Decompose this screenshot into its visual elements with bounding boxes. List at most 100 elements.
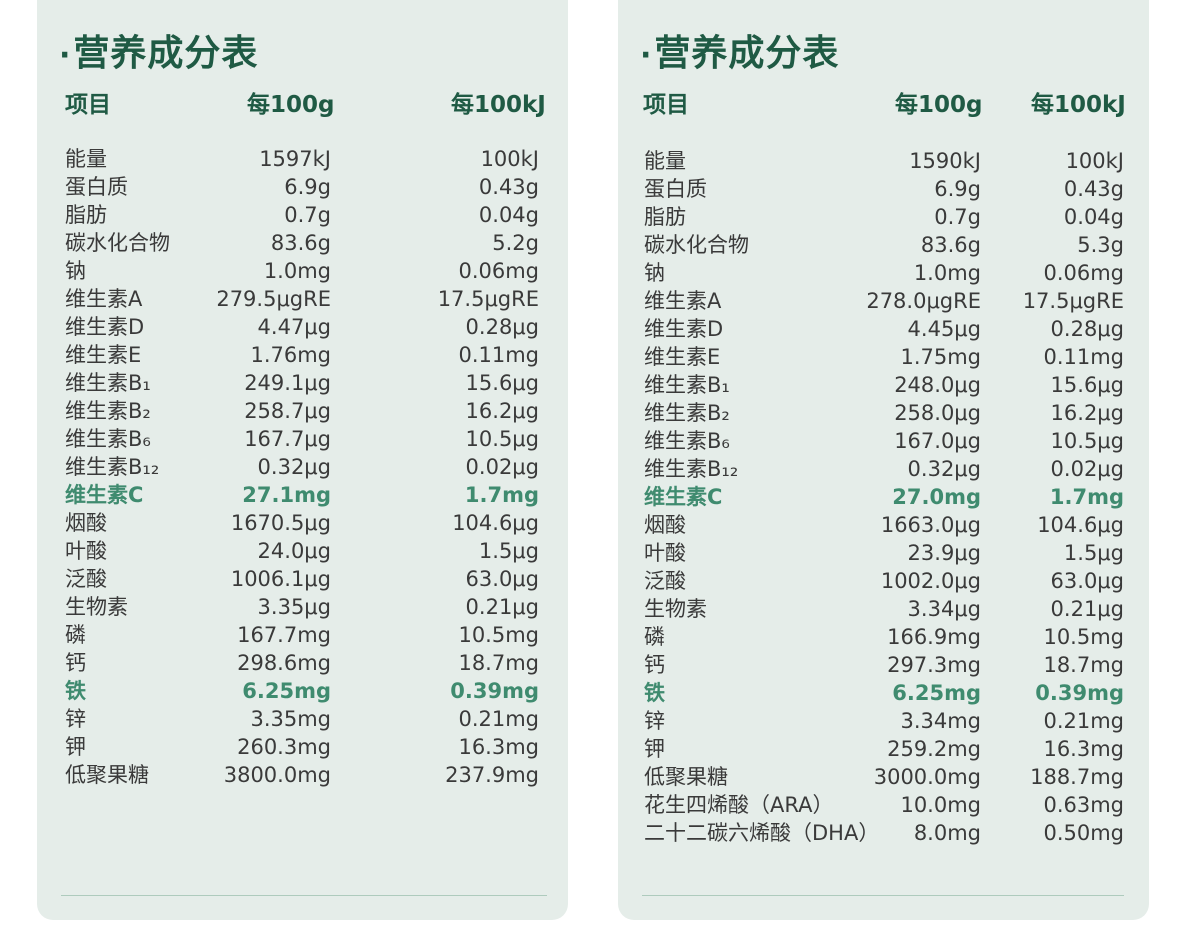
value-per-100kj: 104.6μg	[1037, 513, 1124, 537]
table-row: 维生素C 27.0mg 1.7mg	[618, 483, 1149, 511]
table-row: 维生素B₁ 248.0μg 15.6μg	[618, 371, 1149, 399]
value-per-100g: 6.9g	[934, 177, 981, 201]
table-row: 铁 6.25mg 0.39mg	[618, 679, 1149, 707]
table-row: 能量 1590kJ 100kJ	[618, 147, 1149, 175]
value-per-100kj: 0.11mg	[458, 343, 539, 367]
value-per-100kj: 0.43g	[1063, 177, 1124, 201]
table-row: 脂肪 0.7g 0.04g	[37, 201, 568, 229]
value-per-100kj: 16.2μg	[1050, 401, 1124, 425]
table-row: 烟酸 1663.0μg 104.6μg	[618, 511, 1149, 539]
value-per-100kj: 0.06mg	[458, 259, 539, 283]
value-per-100g: 249.1μg	[244, 371, 331, 395]
table-row: 磷 167.7mg 10.5mg	[37, 621, 568, 649]
nutrient-name: 钾	[644, 737, 665, 761]
value-per-100kj: 0.04g	[1063, 205, 1124, 229]
table-row: 泛酸 1002.0μg 63.0μg	[618, 567, 1149, 595]
nutrition-panel-right: ·营养成分表 项目 每100g 每100kJ 能量 1590kJ 100kJ 蛋白质 6…	[618, 0, 1149, 920]
nutrient-name: 能量	[65, 147, 107, 171]
nutrition-panel-left: ·营养成分表 项目 每100g 每100kJ 能量 1597kJ 100kJ 蛋白质 6…	[37, 0, 568, 920]
value-per-100g: 8.0mg	[913, 821, 981, 845]
value-per-100g: 24.0μg	[257, 539, 331, 563]
nutrient-name: 磷	[644, 625, 665, 649]
table-row: 低聚果糖 3800.0mg 237.9mg	[37, 761, 568, 789]
nutrient-name: 碳水化合物	[644, 233, 749, 257]
value-per-100g: 3.35mg	[250, 707, 331, 731]
table-row: 维生素A 278.0μgRE 17.5μgRE	[618, 287, 1149, 315]
table-row: 碳水化合物 83.6g 5.3g	[618, 231, 1149, 259]
value-per-100g: 3.34μg	[907, 597, 981, 621]
nutrient-name: 钠	[65, 259, 86, 283]
value-per-100kj: 10.5mg	[458, 623, 539, 647]
value-per-100g: 83.6g	[920, 233, 981, 257]
nutrient-name: 低聚果糖	[644, 765, 728, 789]
value-per-100kj: 16.3mg	[458, 735, 539, 759]
value-per-100g: 1597kJ	[259, 147, 331, 171]
table-row: 维生素B₆ 167.0μg 10.5μg	[618, 427, 1149, 455]
value-per-100kj: 1.7mg	[464, 483, 539, 507]
value-per-100g: 1006.1μg	[230, 567, 331, 591]
value-per-100kj: 0.50mg	[1043, 821, 1124, 845]
nutrition-rows: 能量 1590kJ 100kJ 蛋白质 6.9g 0.43g 脂肪 0.7g 0.04g 碳水化合…	[618, 147, 1149, 847]
header-per-100kj: 每100kJ	[1031, 92, 1126, 118]
nutrient-name: 铁	[65, 679, 86, 703]
panel-title: ·营养成分表	[59, 33, 259, 74]
value-per-100kj: 0.11mg	[1043, 345, 1124, 369]
table-row: 维生素A 279.5μgRE 17.5μgRE	[37, 285, 568, 313]
value-per-100g: 4.45μg	[907, 317, 981, 341]
nutrient-name: 烟酸	[65, 511, 107, 535]
value-per-100kj: 237.9mg	[445, 763, 539, 787]
value-per-100g: 297.3mg	[887, 653, 981, 677]
nutrient-name: 能量	[644, 149, 686, 173]
value-per-100g: 1663.0μg	[880, 513, 981, 537]
table-row: 生物素 3.34μg 0.21μg	[618, 595, 1149, 623]
nutrient-name: 维生素E	[65, 343, 142, 367]
value-per-100kj: 17.5μgRE	[437, 287, 539, 311]
table-row: 维生素B₆ 167.7μg 10.5μg	[37, 425, 568, 453]
value-per-100g: 23.9μg	[907, 541, 981, 565]
value-per-100kj: 63.0μg	[465, 567, 539, 591]
table-row: 碳水化合物 83.6g 5.2g	[37, 229, 568, 257]
table-row: 钙 298.6mg 18.7mg	[37, 649, 568, 677]
nutrient-name: 维生素B₁	[65, 371, 151, 395]
value-per-100g: 258.7μg	[244, 399, 331, 423]
table-row: 泛酸 1006.1μg 63.0μg	[37, 565, 568, 593]
nutrient-name: 二十二碳六烯酸（DHA）	[644, 821, 880, 845]
nutrient-name: 维生素B₆	[644, 429, 730, 453]
nutrient-name: 维生素A	[644, 289, 722, 313]
value-per-100kj: 10.5mg	[1043, 625, 1124, 649]
value-per-100kj: 188.7mg	[1030, 765, 1124, 789]
value-per-100kj: 10.5μg	[465, 427, 539, 451]
value-per-100kj: 63.0μg	[1050, 569, 1124, 593]
table-row: 维生素B₁₂ 0.32μg 0.02μg	[37, 453, 568, 481]
nutrient-name: 钙	[644, 653, 665, 677]
nutrient-name: 铁	[644, 681, 665, 705]
table-row: 维生素D 4.47μg 0.28μg	[37, 313, 568, 341]
nutrient-name: 叶酸	[644, 541, 686, 565]
table-row: 维生素E 1.75mg 0.11mg	[618, 343, 1149, 371]
table-row: 锌 3.34mg 0.21mg	[618, 707, 1149, 735]
value-per-100kj: 18.7mg	[1043, 653, 1124, 677]
table-header: 项目 每100g 每100kJ	[37, 85, 568, 118]
value-per-100g: 27.1mg	[242, 483, 331, 507]
table-row: 钠 1.0mg 0.06mg	[618, 259, 1149, 287]
table-row: 铁 6.25mg 0.39mg	[37, 677, 568, 705]
panel-title-text: 营养成分表	[73, 33, 259, 74]
nutrient-name: 蛋白质	[644, 177, 707, 201]
value-per-100kj: 0.21μg	[1050, 597, 1124, 621]
value-per-100g: 3800.0mg	[223, 763, 331, 787]
value-per-100kj: 0.04g	[478, 203, 539, 227]
nutrient-name: 维生素B₆	[65, 427, 151, 451]
value-per-100g: 1.0mg	[913, 261, 981, 285]
value-per-100g: 4.47μg	[257, 315, 331, 339]
table-row: 叶酸 23.9μg 1.5μg	[618, 539, 1149, 567]
table-row: 花生四烯酸（ARA） 10.0mg 0.63mg	[618, 791, 1149, 819]
table-row: 蛋白质 6.9g 0.43g	[37, 173, 568, 201]
value-per-100g: 0.7g	[934, 205, 981, 229]
value-per-100g: 3000.0mg	[873, 765, 981, 789]
value-per-100kj: 10.5μg	[1050, 429, 1124, 453]
nutrient-name: 锌	[644, 709, 665, 733]
header-per-100g: 每100g	[895, 92, 983, 118]
value-per-100kj: 16.2μg	[465, 399, 539, 423]
nutrient-name: 泛酸	[644, 569, 686, 593]
value-per-100g: 260.3mg	[237, 735, 331, 759]
